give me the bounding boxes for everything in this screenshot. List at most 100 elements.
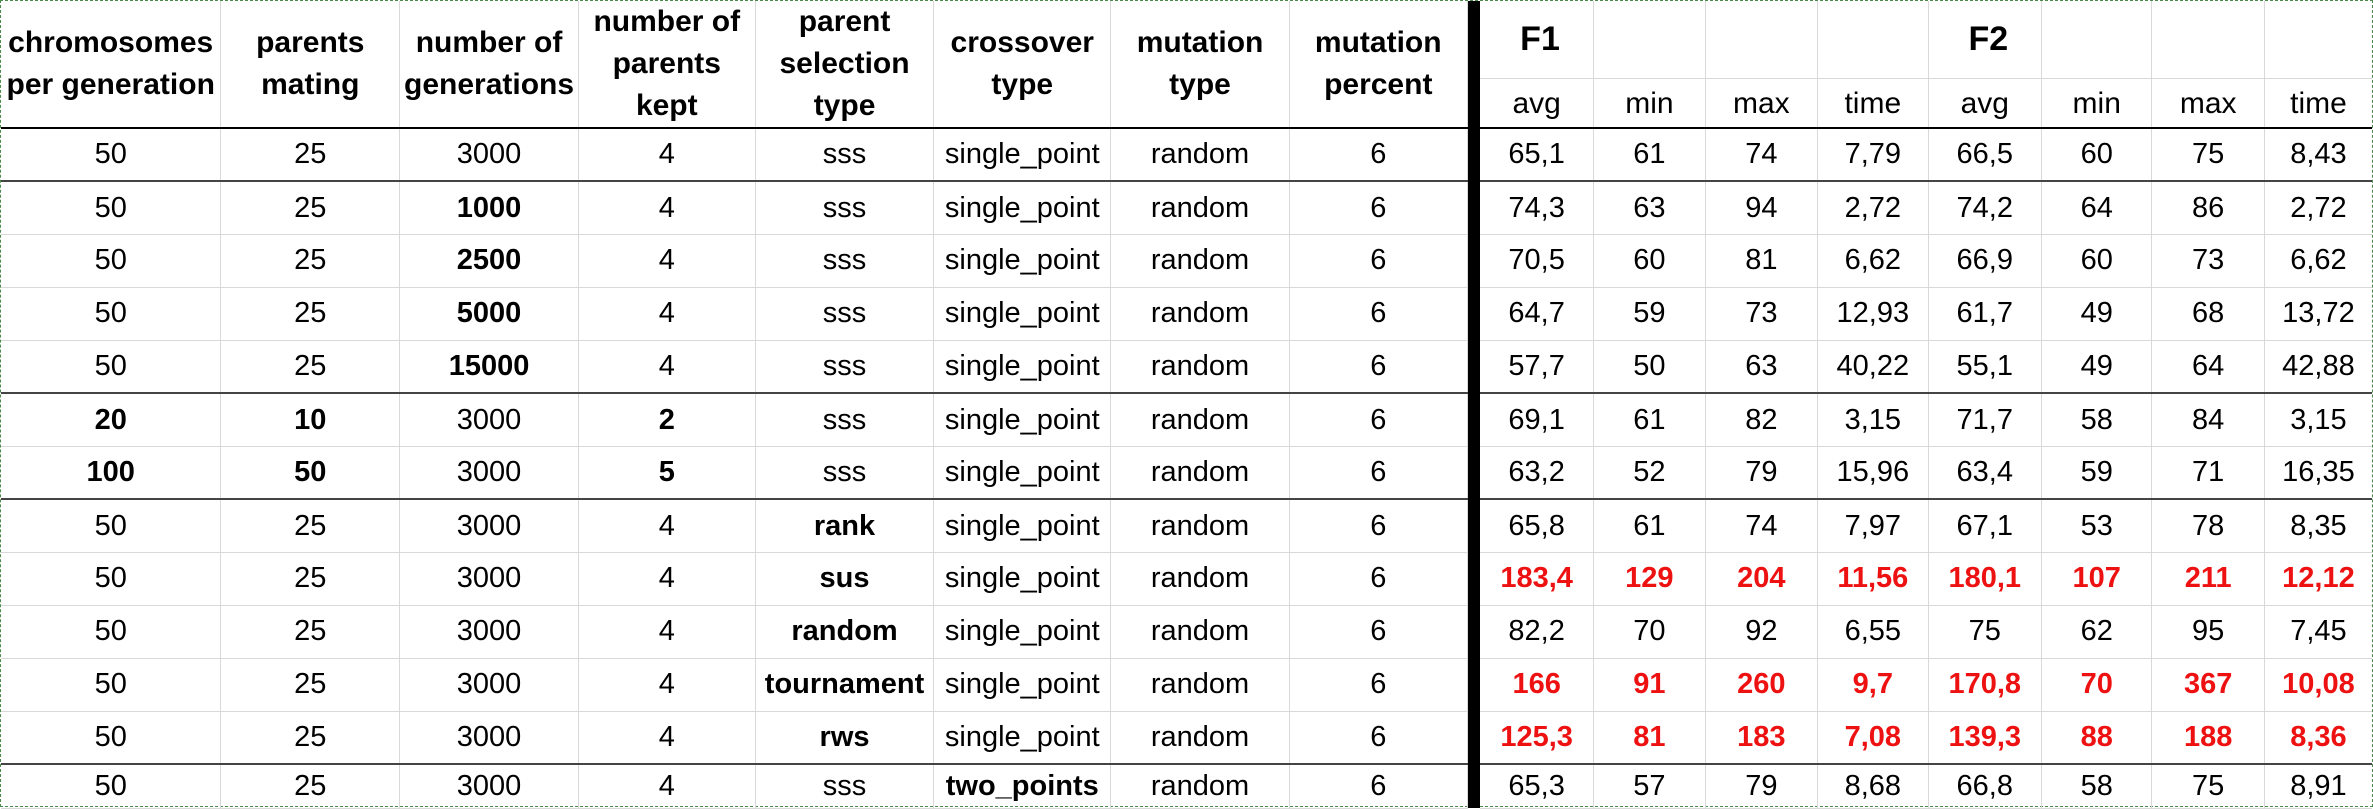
table-cell[interactable]: tournament	[755, 658, 935, 712]
table-cell[interactable]: 74	[1705, 128, 1819, 182]
table-cell[interactable]: 25	[220, 128, 401, 182]
header-crossover-type[interactable]: crossover type	[933, 1, 1112, 129]
table-cell[interactable]: random	[1110, 234, 1290, 288]
table-cell[interactable]: 6,62	[2264, 234, 2372, 288]
table-cell[interactable]: 64	[2151, 340, 2265, 394]
table-cell[interactable]: 180,1	[1928, 552, 2043, 606]
table-cell[interactable]: 107	[2041, 552, 2153, 606]
table-cell[interactable]: 7,97	[1817, 498, 1929, 553]
table-cell[interactable]: 25	[220, 605, 401, 659]
table-cell[interactable]: 16,35	[2264, 446, 2372, 500]
table-cell[interactable]: random	[1110, 287, 1290, 341]
table-cell[interactable]: 12,12	[2264, 552, 2372, 606]
table-cell[interactable]: single_point	[933, 552, 1112, 606]
table-cell[interactable]: 2,72	[2264, 180, 2372, 235]
table-cell[interactable]: 3000	[399, 498, 579, 553]
table-cell[interactable]: 25	[220, 552, 401, 606]
table-cell[interactable]: 25	[220, 711, 401, 765]
table-cell[interactable]: 25	[220, 763, 401, 809]
table-cell[interactable]: 60	[1593, 234, 1706, 288]
table-cell[interactable]: 3000	[399, 392, 579, 447]
header-blank-cell[interactable]	[1817, 1, 1929, 80]
table-cell[interactable]: 70,5	[1480, 234, 1595, 288]
table-cell[interactable]: 50	[1, 128, 222, 182]
table-cell[interactable]: 50	[1, 711, 222, 765]
table-cell[interactable]: single_point	[933, 658, 1112, 712]
table-cell[interactable]: 2500	[399, 234, 579, 288]
header-blank-cell[interactable]	[2264, 1, 2372, 80]
table-cell[interactable]: 4	[578, 498, 756, 553]
table-cell[interactable]: 9,7	[1817, 658, 1929, 712]
table-cell[interactable]: 129	[1593, 552, 1706, 606]
header-parent-selection-type[interactable]: parent selection type	[755, 1, 935, 129]
table-cell[interactable]: 74	[1705, 498, 1819, 553]
table-cell[interactable]: 75	[2151, 763, 2265, 809]
table-cell[interactable]: single_point	[933, 498, 1112, 553]
header-mutation-percent[interactable]: mutation percent	[1289, 1, 1468, 129]
table-cell[interactable]: sss	[755, 340, 935, 394]
table-cell[interactable]: 65,8	[1480, 498, 1595, 553]
table-cell[interactable]: 25	[220, 498, 401, 553]
table-cell[interactable]: 4	[578, 605, 756, 659]
table-cell[interactable]: sss	[755, 234, 935, 288]
table-cell[interactable]: 4	[578, 128, 756, 182]
table-cell[interactable]: 42,88	[2264, 340, 2372, 394]
table-cell[interactable]: 6	[1289, 128, 1468, 182]
table-cell[interactable]: 6	[1289, 287, 1468, 341]
header-blank-cell[interactable]	[1705, 1, 1819, 80]
table-cell[interactable]: 6	[1289, 340, 1468, 394]
table-cell[interactable]: 50	[1, 180, 222, 235]
table-cell[interactable]: sss	[755, 446, 935, 500]
table-cell[interactable]: 15000	[399, 340, 579, 394]
table-cell[interactable]: 260	[1705, 658, 1819, 712]
table-cell[interactable]: random	[1110, 763, 1290, 809]
table-cell[interactable]: 63	[1593, 180, 1706, 235]
table-cell[interactable]: single_point	[933, 340, 1112, 394]
table-cell[interactable]: 6	[1289, 392, 1468, 447]
table-cell[interactable]: random	[1110, 552, 1290, 606]
table-cell[interactable]: 6	[1289, 498, 1468, 553]
table-cell[interactable]: 79	[1705, 446, 1819, 500]
table-cell[interactable]: 63,2	[1480, 446, 1595, 500]
table-cell[interactable]: sus	[755, 552, 935, 606]
header-f2-max[interactable]: max	[2151, 78, 2265, 130]
table-cell[interactable]: random	[1110, 128, 1290, 182]
header-f1-min[interactable]: min	[1593, 78, 1706, 130]
table-cell[interactable]: 3000	[399, 605, 579, 659]
table-cell[interactable]: 59	[1593, 287, 1706, 341]
table-cell[interactable]: two_points	[933, 763, 1112, 809]
table-cell[interactable]: 71	[2151, 446, 2265, 500]
table-cell[interactable]: 53	[2041, 498, 2153, 553]
header-f2-time[interactable]: time	[2264, 78, 2372, 130]
table-cell[interactable]: 79	[1705, 763, 1819, 809]
header-blank-cell[interactable]	[2041, 1, 2153, 80]
table-cell[interactable]: 3000	[399, 763, 579, 809]
table-cell[interactable]: 81	[1705, 234, 1819, 288]
table-cell[interactable]: random	[1110, 711, 1290, 765]
table-cell[interactable]: 86	[2151, 180, 2265, 235]
table-cell[interactable]: 10,08	[2264, 658, 2372, 712]
table-cell[interactable]: 2	[578, 392, 756, 447]
table-cell[interactable]: 66,9	[1928, 234, 2043, 288]
table-cell[interactable]: 7,45	[2264, 605, 2372, 659]
table-cell[interactable]: 91	[1593, 658, 1706, 712]
table-cell[interactable]: 100	[1, 446, 222, 500]
table-cell[interactable]: 84	[2151, 392, 2265, 447]
table-cell[interactable]: 50	[1593, 340, 1706, 394]
table-cell[interactable]: 60	[2041, 128, 2153, 182]
table-cell[interactable]: 25	[220, 234, 401, 288]
table-cell[interactable]: random	[1110, 340, 1290, 394]
table-cell[interactable]: 65,1	[1480, 128, 1595, 182]
header-parents-mating[interactable]: parents mating	[220, 1, 401, 129]
table-cell[interactable]: 70	[1593, 605, 1706, 659]
table-cell[interactable]: 8,43	[2264, 128, 2372, 182]
table-cell[interactable]: 75	[2151, 128, 2265, 182]
table-cell[interactable]: 3,15	[2264, 392, 2372, 447]
table-cell[interactable]: single_point	[933, 446, 1112, 500]
table-cell[interactable]: 4	[578, 340, 756, 394]
table-cell[interactable]: 211	[2151, 552, 2265, 606]
table-cell[interactable]: 3000	[399, 446, 579, 500]
table-cell[interactable]: 204	[1705, 552, 1819, 606]
table-cell[interactable]: 66,5	[1928, 128, 2043, 182]
table-cell[interactable]: 15,96	[1817, 446, 1929, 500]
